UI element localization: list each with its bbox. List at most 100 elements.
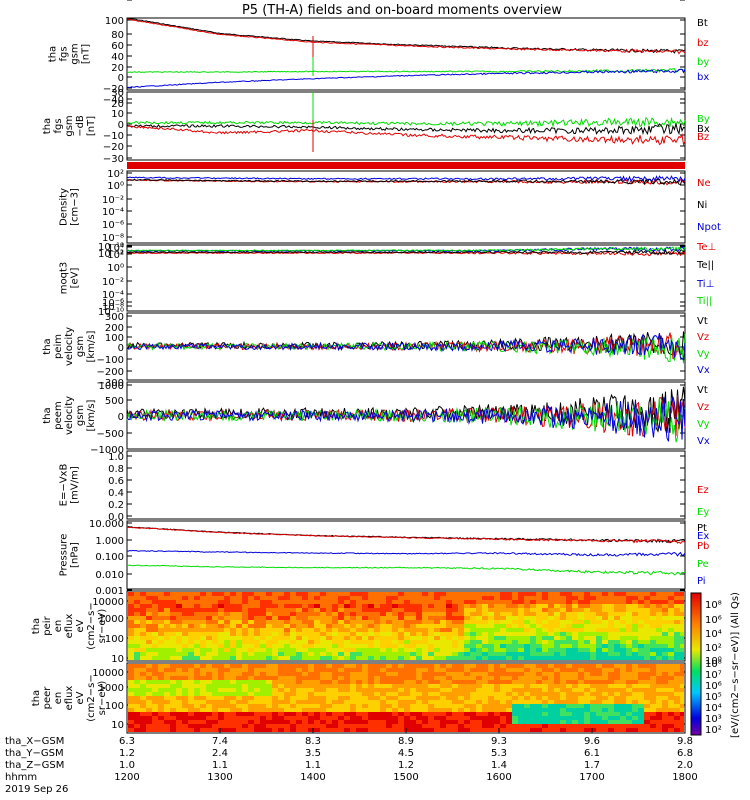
spectrogram-cell bbox=[470, 652, 476, 656]
y-axis-label: tha bbox=[42, 407, 53, 423]
spectrogram-cell bbox=[392, 712, 398, 716]
spectrogram-cell bbox=[632, 640, 638, 644]
spectrogram-cell bbox=[554, 700, 560, 704]
spectrogram-cell bbox=[428, 692, 434, 696]
spectrogram-cell bbox=[614, 668, 620, 672]
spectrogram-cell bbox=[512, 640, 518, 644]
spectrogram-cell bbox=[566, 676, 572, 680]
spectrogram-cell bbox=[332, 700, 338, 704]
spectrogram-cell bbox=[338, 648, 344, 652]
spectrogram-cell bbox=[260, 648, 266, 652]
spectrogram-cell bbox=[314, 648, 320, 652]
spectrogram-cell bbox=[584, 612, 590, 616]
spectrogram-cell bbox=[632, 712, 638, 716]
spectrogram-cell bbox=[542, 664, 548, 668]
y-tick-label: 10.000 bbox=[89, 519, 124, 530]
spectrogram-cell bbox=[218, 648, 224, 652]
spectrogram-cell bbox=[584, 620, 590, 624]
spectrogram-cell bbox=[266, 608, 272, 612]
spectrogram-cell bbox=[566, 632, 572, 636]
spectrogram-cell bbox=[494, 684, 500, 688]
spectrogram-cell bbox=[464, 728, 470, 732]
spectrogram-cell bbox=[332, 596, 338, 600]
spectrogram-cell bbox=[608, 640, 614, 644]
spectrogram-cell bbox=[464, 672, 470, 676]
spectrogram-cell bbox=[560, 644, 566, 648]
spectrogram-cell bbox=[674, 644, 680, 648]
spectrogram-cell bbox=[284, 688, 290, 692]
spectrogram-cell bbox=[536, 632, 542, 636]
spectrogram-cell bbox=[590, 708, 596, 712]
spectrogram-cell bbox=[290, 648, 296, 652]
spectrogram-cell bbox=[566, 684, 572, 688]
spectrogram-cell bbox=[524, 728, 530, 732]
spectrogram-cell bbox=[248, 640, 254, 644]
spectrogram-cell bbox=[554, 596, 560, 600]
spectrogram-cell bbox=[254, 656, 260, 660]
spectrogram-cell bbox=[620, 712, 626, 716]
spectrogram-cell bbox=[578, 688, 584, 692]
spectrogram-cell bbox=[422, 664, 428, 668]
spectrogram-cell bbox=[548, 612, 554, 616]
spectrogram-cell bbox=[632, 676, 638, 680]
spectrogram-cell bbox=[668, 640, 674, 644]
spectrogram-cell bbox=[554, 640, 560, 644]
spectrogram-cell bbox=[656, 680, 662, 684]
spectrogram-cell bbox=[548, 704, 554, 708]
spectrogram-cell bbox=[374, 640, 380, 644]
spectrogram-cell bbox=[386, 700, 392, 704]
spectrogram-cell bbox=[410, 688, 416, 692]
y-axis-label: peir bbox=[42, 615, 53, 635]
spectrogram-cell bbox=[284, 648, 290, 652]
spectrogram-cell bbox=[542, 644, 548, 648]
spectrogram-cell bbox=[464, 632, 470, 636]
spectrogram-cell bbox=[434, 616, 440, 620]
spectrogram-cell bbox=[236, 620, 242, 624]
series-Vt bbox=[126, 386, 686, 434]
spectrogram-cell bbox=[332, 648, 338, 652]
spectrogram-cell bbox=[176, 592, 182, 596]
spectrogram-cell bbox=[260, 708, 266, 712]
spectrogram-cell bbox=[674, 608, 680, 612]
spectrogram-cell bbox=[440, 724, 446, 728]
spectrogram-cell bbox=[260, 652, 266, 656]
spectrogram-cell bbox=[134, 628, 140, 632]
spectrogram-cell bbox=[146, 652, 152, 656]
spectrogram-cell bbox=[434, 724, 440, 728]
spectrogram-cell bbox=[488, 644, 494, 648]
spectrogram-cell bbox=[578, 608, 584, 612]
spectrogram-cell bbox=[128, 640, 134, 644]
spectrogram-cell bbox=[434, 692, 440, 696]
spectrogram-cell bbox=[590, 652, 596, 656]
spectrogram-cell bbox=[392, 728, 398, 732]
spectrogram-cell bbox=[272, 724, 278, 728]
spectrogram-cell bbox=[470, 636, 476, 640]
spectrogram-cell bbox=[158, 708, 164, 712]
spectrogram-cell bbox=[206, 608, 212, 612]
spectrogram-cell bbox=[284, 684, 290, 688]
spectrogram-cell bbox=[398, 644, 404, 648]
spectrogram-cell bbox=[386, 724, 392, 728]
spectrogram-cell bbox=[548, 716, 554, 720]
spectrogram-cell bbox=[452, 640, 458, 644]
y-tick-label: 80 bbox=[111, 30, 124, 41]
spectrogram-cell bbox=[458, 628, 464, 632]
spectrogram-cell bbox=[326, 608, 332, 612]
spectrogram-cell bbox=[554, 724, 560, 728]
spectrogram-cell bbox=[350, 672, 356, 676]
spectrogram-cell bbox=[404, 648, 410, 652]
spectrogram-cell bbox=[614, 676, 620, 680]
spectrogram-cell bbox=[608, 596, 614, 600]
spectrogram-cell bbox=[614, 708, 620, 712]
spectrogram-cell bbox=[242, 672, 248, 676]
spectrogram-cell bbox=[404, 640, 410, 644]
spectrogram-cell bbox=[584, 680, 590, 684]
spectrogram-cell bbox=[308, 604, 314, 608]
spectrogram-cell bbox=[290, 608, 296, 612]
spectrogram-cell bbox=[194, 636, 200, 640]
spectrogram-cell bbox=[200, 728, 206, 732]
spectrogram-cell bbox=[554, 712, 560, 716]
spectrogram-cell bbox=[608, 680, 614, 684]
spectrogram-cell bbox=[506, 604, 512, 608]
spectrogram-cell bbox=[434, 716, 440, 720]
